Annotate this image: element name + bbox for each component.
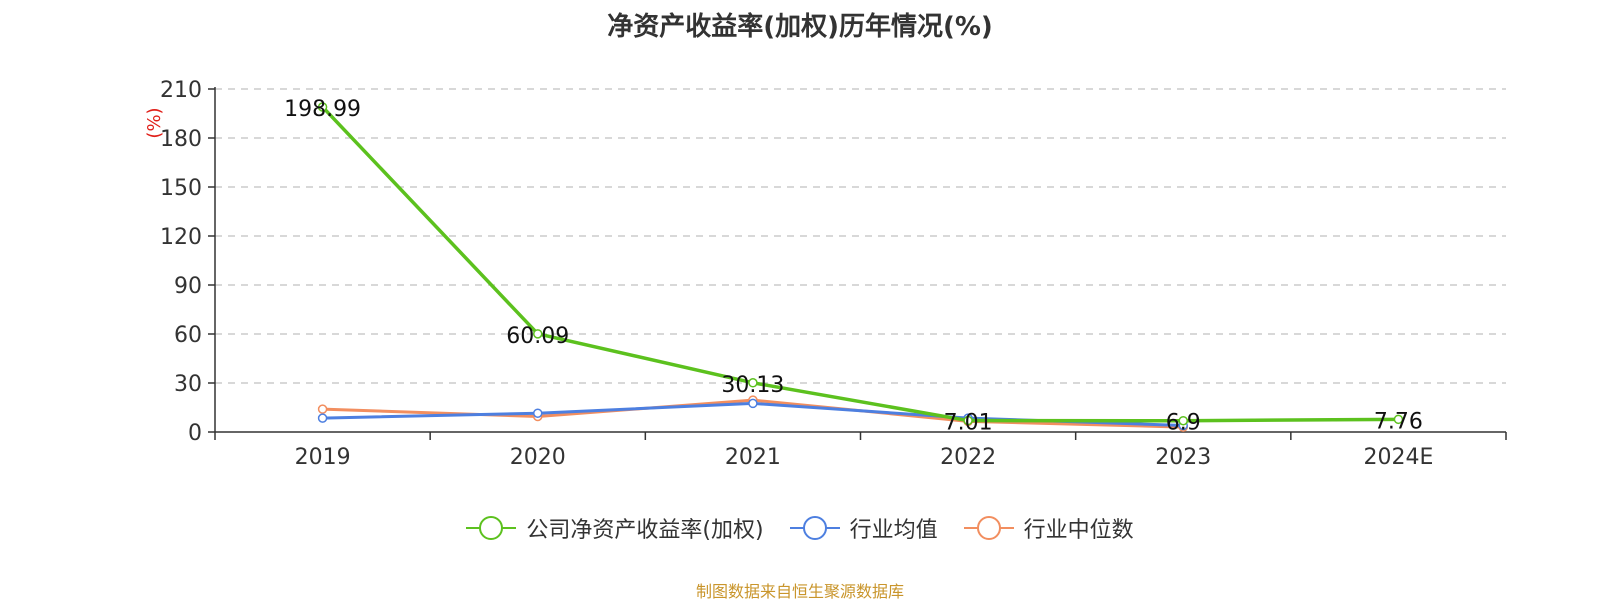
axes: 0 30 60 90 120 150 180 210 (%) 2019 2020 2021 2022 20… bbox=[144, 78, 1507, 470]
data-label: 7.01 bbox=[944, 411, 993, 436]
legend-swatch-icon bbox=[466, 516, 517, 540]
source-note: 制图数据来自恒生聚源数据库 bbox=[695, 582, 904, 601]
y-tick-label: 30 bbox=[174, 372, 202, 397]
legend-swatch-icon bbox=[963, 516, 1014, 540]
data-label: 6.9 bbox=[1166, 411, 1201, 436]
x-tick-label: 2023 bbox=[1155, 445, 1211, 470]
y-tick-label: 180 bbox=[160, 127, 202, 152]
data-point bbox=[748, 398, 758, 409]
chart-title: 净资产收益率(加权)历年情况(%) bbox=[607, 12, 993, 42]
x-tick-label: 2019 bbox=[295, 445, 351, 470]
series-lines bbox=[317, 102, 1404, 432]
data-labels: 198.99 60.09 30.13 7.01 6.9 7.76 bbox=[284, 97, 1423, 436]
data-label: 30.13 bbox=[721, 373, 784, 398]
series-line bbox=[321, 105, 1399, 423]
y-tick-label: 90 bbox=[174, 274, 202, 299]
data-point bbox=[533, 329, 543, 339]
data-point bbox=[1178, 415, 1188, 426]
legend-label: 公司净资产收益率(加权) bbox=[526, 518, 764, 543]
y-tick-label: 60 bbox=[174, 323, 202, 348]
data-point bbox=[317, 404, 328, 414]
data-label: 7.76 bbox=[1374, 409, 1423, 434]
y-tick-label: 0 bbox=[188, 421, 202, 446]
line-chart: 0 30 60 90 120 150 180 210 (%) 2019 2020 2021 2022 20… bbox=[144, 78, 1507, 470]
x-tick-label: 2021 bbox=[725, 445, 781, 470]
data-point bbox=[317, 102, 328, 112]
data-point bbox=[963, 415, 973, 426]
legend-label: 行业中位数 bbox=[1023, 518, 1134, 543]
legend: 公司净资产收益率(加权) 行业均值 行业中位数 bbox=[0, 512, 1600, 544]
x-tick-label: 2020 bbox=[510, 445, 566, 470]
legend-swatch-icon bbox=[789, 516, 840, 540]
data-point bbox=[533, 408, 543, 418]
y-tick-label: 120 bbox=[160, 225, 202, 250]
data-point bbox=[1393, 414, 1404, 425]
x-tick-label: 2022 bbox=[940, 445, 996, 470]
y-tick-label: 210 bbox=[160, 78, 202, 103]
y-tick-label: 150 bbox=[160, 176, 202, 201]
data-label: 198.99 bbox=[284, 97, 361, 122]
legend-item[interactable]: 行业中位数 bbox=[963, 512, 1134, 544]
grid-lines bbox=[215, 88, 1506, 384]
legend-item[interactable]: 公司净资产收益率(加权) bbox=[466, 512, 764, 544]
y-axis-label: (%) bbox=[144, 107, 165, 138]
data-label: 60.09 bbox=[506, 324, 569, 349]
legend-label: 行业均值 bbox=[849, 518, 938, 543]
data-point bbox=[748, 378, 758, 388]
data-point bbox=[317, 413, 328, 423]
x-tick-label: 2024E bbox=[1363, 445, 1433, 470]
legend-item[interactable]: 行业均值 bbox=[789, 512, 938, 544]
